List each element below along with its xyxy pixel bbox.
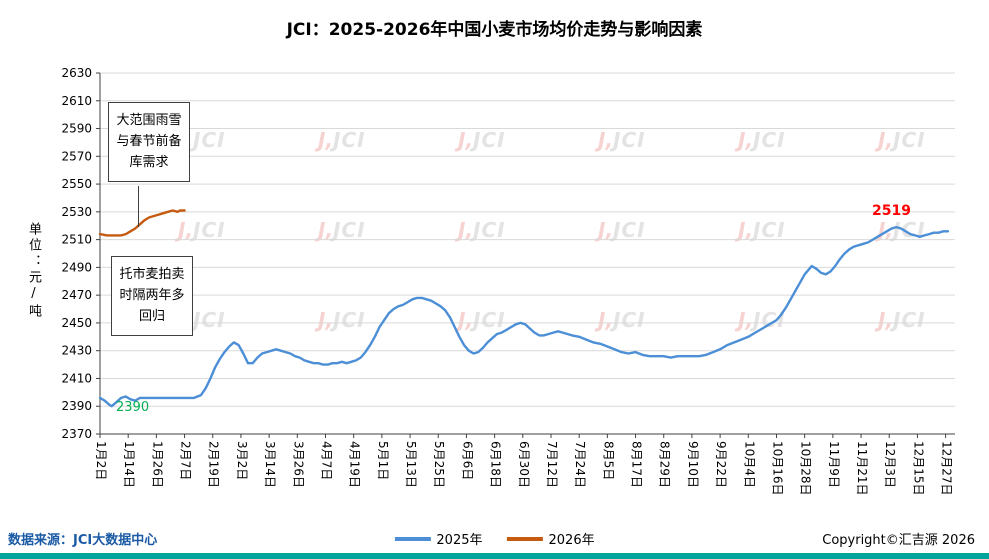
legend-swatch-2026: [506, 536, 543, 541]
x-tick-label: 1月2日: [94, 441, 108, 480]
x-tick-label: 8月17日: [630, 441, 644, 488]
y-axis-unit-label: 单位：元/吨: [26, 222, 41, 320]
legend-label-2026: 2026年: [548, 533, 595, 548]
x-tick-label: 6月30日: [517, 441, 531, 488]
y-tick-label: 2450: [61, 316, 92, 330]
x-tick-label: 3月14日: [263, 441, 277, 488]
x-tick-label: 6月6日: [460, 441, 474, 480]
series-line-2026年: [98, 209, 186, 237]
y-tick-label: 2510: [61, 233, 92, 247]
x-tick-label: 11月21日: [855, 441, 869, 496]
x-tick-label: 12月27日: [940, 441, 954, 496]
copyright-label: Copyright©汇吉源 2026: [822, 533, 975, 548]
x-tick-label: 3月2日: [235, 441, 249, 480]
x-tick-label: 10月28日: [799, 441, 813, 496]
x-tick-label: 5月1日: [376, 441, 390, 480]
x-tick-label: 4月7日: [319, 441, 333, 480]
x-tick-label: 8月5日: [601, 441, 615, 480]
x-tick-label: 2月19日: [207, 441, 221, 488]
annotation-auction-return: 托市麦拍卖时隔两年多回归: [111, 256, 193, 337]
x-tick-label: 11月9日: [827, 441, 841, 488]
data-source-label: 数据来源：JCI大数据中心: [8, 533, 158, 548]
x-tick-label: 5月13日: [404, 441, 418, 488]
x-tick-label: 7月24日: [573, 441, 587, 488]
x-tick-label: 12月15日: [911, 441, 925, 496]
x-tick-label: 6月18日: [489, 441, 503, 488]
y-tick-label: 2370: [61, 427, 92, 441]
min-price-label: 2390: [116, 400, 150, 415]
bottom-accent-bar: [0, 553, 989, 559]
x-tick-label: 5月25日: [432, 441, 446, 488]
legend-swatch-2025: [394, 536, 431, 541]
legend-item-2026: 2026年: [506, 529, 595, 548]
y-tick-label: 2410: [61, 371, 92, 385]
x-tick-label: 12月3日: [883, 441, 897, 488]
annotation-connector-line: [138, 186, 139, 227]
x-tick-label: 10月4日: [742, 441, 756, 488]
y-tick-label: 2610: [61, 94, 92, 108]
y-tick-label: 2570: [61, 149, 92, 163]
y-tick-label: 2590: [61, 122, 92, 136]
x-tick-label: 1月14日: [122, 441, 136, 488]
legend-label-2025: 2025年: [436, 533, 483, 548]
x-tick-label: 3月26日: [291, 441, 305, 488]
x-tick-label: 9月10日: [686, 441, 700, 488]
legend: 2025年 2026年: [394, 529, 595, 548]
x-tick-label: 1月26日: [150, 441, 164, 488]
x-tick-label: 4月19日: [348, 441, 362, 488]
y-tick-label: 2530: [61, 205, 92, 219]
y-tick-label: 2430: [61, 344, 92, 358]
y-tick-label: 2490: [61, 260, 92, 274]
annotation-weather-demand: 大范围雨雪与春节前备库需求: [108, 102, 190, 183]
latest-price-label: 2519: [872, 203, 911, 219]
x-tick-label: 7月12日: [545, 441, 559, 488]
y-tick-label: 2550: [61, 177, 92, 191]
legend-item-2025: 2025年: [394, 529, 483, 548]
x-tick-label: 10月16日: [770, 441, 784, 496]
price-trend-chart: 2370 2390 2410 2430 2450 2470 2490 2510 2530 2550…: [61, 66, 955, 496]
x-tick-label: 8月29日: [658, 441, 672, 488]
series-line-2025年: [98, 225, 950, 408]
x-tick-label: 2月7日: [179, 441, 193, 480]
y-tick-label: 2630: [61, 66, 92, 80]
chart-title: JCI：2025-2026年中国小麦市场均价走势与影响因素: [286, 20, 703, 40]
x-tick-label: 9月22日: [714, 441, 728, 488]
y-tick-label: 2390: [61, 399, 92, 413]
y-tick-label: 2470: [61, 288, 92, 302]
